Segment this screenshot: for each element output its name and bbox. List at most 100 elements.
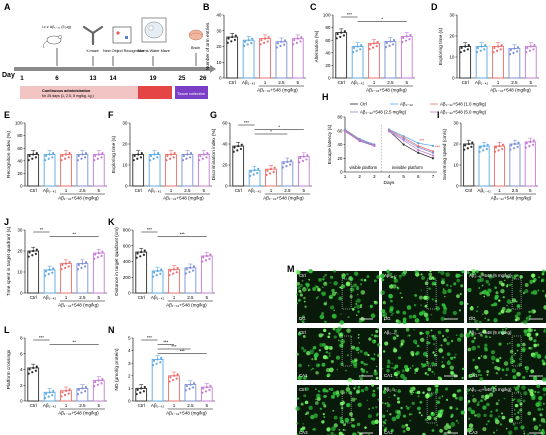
data-point — [166, 154, 169, 158]
cell-signal — [329, 281, 331, 284]
cell-signal — [535, 335, 537, 338]
data-point — [281, 166, 284, 169]
region-label: DG — [299, 316, 306, 321]
cell-signal — [376, 412, 379, 416]
cell-signal — [311, 358, 314, 361]
panel-a-letter: A — [4, 2, 11, 12]
panel-letter: B — [203, 2, 210, 12]
cell-signal — [543, 328, 546, 331]
data-point — [181, 159, 184, 162]
cell-signal — [333, 335, 337, 339]
inset-box — [426, 278, 437, 310]
escape-latency-plot: 0 20 40 60 80 1 2 3 4 5 6 7 Days Escape latency (s) vi… — [327, 115, 440, 186]
cell-signal — [324, 273, 327, 277]
cell-signal — [386, 364, 390, 369]
data-point — [272, 170, 275, 174]
data-point — [531, 143, 535, 146]
cell-signal — [353, 387, 356, 390]
cell-signal — [351, 308, 355, 311]
cell-signal — [396, 397, 400, 400]
cell-signal — [523, 391, 528, 396]
data-point — [484, 43, 487, 47]
cell-signal — [500, 309, 505, 314]
bar — [463, 143, 475, 187]
cell-signal — [505, 275, 510, 279]
cell-signal — [357, 294, 359, 296]
cell-signal — [512, 423, 516, 426]
data-point — [192, 269, 195, 272]
data-point — [142, 390, 145, 393]
cell-signal — [468, 330, 472, 334]
cell-signal — [396, 286, 399, 289]
data-point — [47, 395, 50, 398]
cell-signal — [439, 428, 444, 433]
y-tick-label: 80 — [325, 25, 331, 30]
data-point — [185, 157, 188, 160]
cell-signal — [372, 389, 376, 393]
cell-signal — [480, 272, 484, 276]
cell-signal — [486, 373, 489, 376]
administration-detail: for 25 days (1, 2.5, 5 mg/kg, i.g.) — [42, 94, 94, 98]
cell-signal — [319, 342, 324, 347]
y-tick-label: 0 — [328, 76, 331, 81]
cell-signal — [503, 397, 506, 400]
bar — [335, 32, 348, 79]
cell-signal — [531, 276, 535, 279]
cell-signal — [408, 334, 411, 337]
cell-signal — [436, 400, 441, 405]
cell-signal — [476, 306, 479, 308]
cell-signal — [402, 269, 408, 275]
cell-signal — [542, 269, 546, 273]
cell-signal — [400, 339, 405, 344]
data-point — [140, 250, 143, 254]
inset-box — [511, 278, 522, 310]
data-point — [84, 156, 87, 159]
cell-signal — [324, 320, 327, 324]
cell-signal — [494, 294, 499, 299]
cell-signal — [389, 284, 394, 289]
data-point — [76, 392, 79, 396]
data-point — [97, 153, 100, 156]
cell-signal — [436, 354, 438, 357]
cell-signal — [322, 286, 324, 288]
cell-signal — [338, 332, 341, 335]
cell-signal — [345, 387, 351, 392]
cell-signal — [471, 372, 476, 377]
cell-signal — [345, 402, 351, 408]
cell-signal — [497, 399, 500, 402]
cell-signal — [511, 274, 513, 277]
cell-signal — [396, 376, 398, 379]
data-point — [529, 140, 532, 143]
cell-signal — [397, 389, 401, 393]
cell-signal — [414, 372, 417, 374]
cell-signal — [466, 427, 472, 433]
cell-signal — [420, 337, 425, 343]
cell-signal — [357, 402, 362, 408]
data-point — [293, 38, 296, 42]
cell-signal — [342, 428, 345, 431]
data-point — [31, 371, 34, 374]
cell-signal — [318, 278, 322, 282]
cell-signal — [386, 369, 390, 373]
cell-signal — [496, 367, 501, 371]
cell-signal — [295, 352, 299, 356]
cell-signal — [345, 281, 351, 287]
cell-signal — [412, 391, 414, 393]
cell-signal — [360, 360, 364, 364]
cell-signal — [330, 360, 334, 364]
cell-signal — [349, 287, 355, 292]
y-tick-label: 8 — [20, 336, 23, 341]
cell-signal — [488, 283, 491, 286]
cell-signal — [468, 423, 474, 428]
cell-signal — [442, 288, 445, 290]
cell-signal — [543, 329, 546, 333]
data-point — [64, 157, 67, 160]
cell-signal — [325, 300, 328, 303]
panel-letter: L — [4, 325, 10, 335]
cell-signal — [528, 310, 531, 314]
data-point — [226, 41, 229, 44]
data-point — [209, 253, 212, 256]
data-point — [64, 266, 67, 269]
data-point — [402, 36, 405, 39]
